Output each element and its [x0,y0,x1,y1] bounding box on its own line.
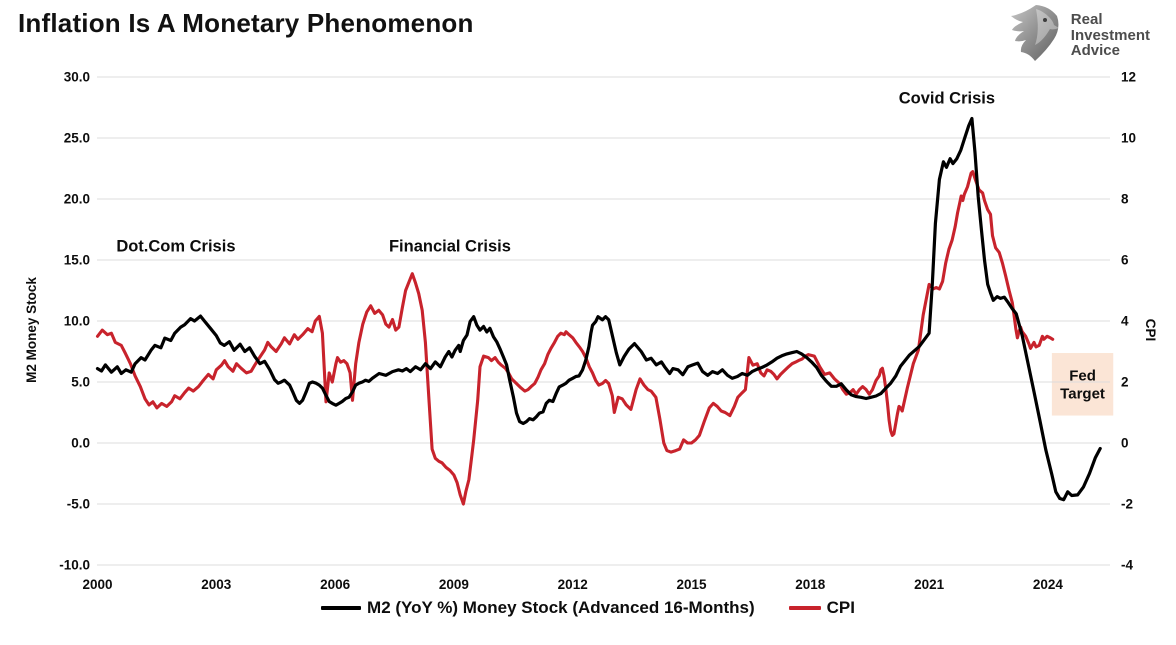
right-axis-tick-label: -2 [1121,497,1133,512]
fed-target-box [1051,353,1114,416]
x-axis-tick-label: 2018 [795,577,826,592]
right-axis-tick-label: -4 [1121,558,1133,573]
series-line-m2 [95,116,1102,502]
right-axis-tick-label: 2 [1121,375,1129,390]
right-axis-tick-label: 0 [1121,436,1129,451]
left-axis-title: M2 Money Stock [24,277,39,383]
series-line-cpi [95,170,1055,506]
fed-target-label-line2: Target [1060,385,1105,402]
legend-item-m2: M2 (YoY %) Money Stock (Advanced 16-Mont… [321,598,755,618]
annotation-dot-com-crisis: Dot.Com Crisis [116,237,235,255]
brand-name: Real Investment Advice [1071,12,1150,59]
legend-item-cpi: CPI [788,598,855,618]
x-axis-tick-label: 2000 [82,577,112,592]
chart-legend: M2 (YoY %) Money Stock (Advanced 16-Mont… [0,598,1176,618]
left-axis-tick-label: 0.0 [71,436,90,451]
page-title: Inflation Is A Monetary Phenomenon [18,8,474,38]
right-axis-tick-label: 6 [1121,253,1129,268]
eagle-shield-icon [1003,3,1065,68]
left-axis-tick-label: -10.0 [59,558,90,573]
brand-line-1: Real [1070,11,1103,29]
left-axis-tick-label: 30.0 [64,70,90,85]
left-axis-tick-label: 10.0 [64,314,90,329]
line-chart: Dot.Com Crisis Financial Crisis Covid Cris… [24,70,1158,593]
left-axis-tick-label: 20.0 [64,192,90,207]
right-axis-tick-label: 8 [1121,192,1129,207]
m2-line-swatch [321,606,362,610]
brand-line-3: Advice [1070,42,1120,60]
left-axis-tick-label: 5.0 [71,375,90,390]
annotation-financial-crisis: Financial Crisis [389,237,511,255]
x-axis-tick-label: 2015 [676,577,707,592]
x-axis-tick-label: 2024 [1033,577,1064,592]
right-axis-tick-label: 12 [1121,70,1136,85]
x-axis-tick-label: 2012 [558,577,588,592]
cpi-line-swatch [788,606,821,610]
annotation-covid-crisis: Covid Crisis [899,90,995,108]
fed-target-label-line1: Fed [1069,367,1096,384]
right-axis-tick-label: 10 [1121,131,1136,146]
brand-line-2: Investment [1070,26,1150,44]
right-axis-title: CPI [1143,319,1158,342]
left-axis-tick-label: -5.0 [67,497,90,512]
legend-label-m2: M2 (YoY %) Money Stock (Advanced 16-Mont… [367,598,755,617]
legend-label-cpi: CPI [826,598,855,617]
x-axis-tick-label: 2021 [914,577,945,592]
brand-logo: Real Investment Advice [1003,3,1150,68]
x-axis-tick-label: 2006 [320,577,351,592]
x-axis-tick-label: 2009 [439,577,469,592]
left-axis-tick-label: 15.0 [64,253,90,268]
right-axis-tick-label: 4 [1121,314,1129,329]
left-axis-tick-label: 25.0 [64,131,90,146]
x-axis-tick-label: 2003 [201,577,232,592]
